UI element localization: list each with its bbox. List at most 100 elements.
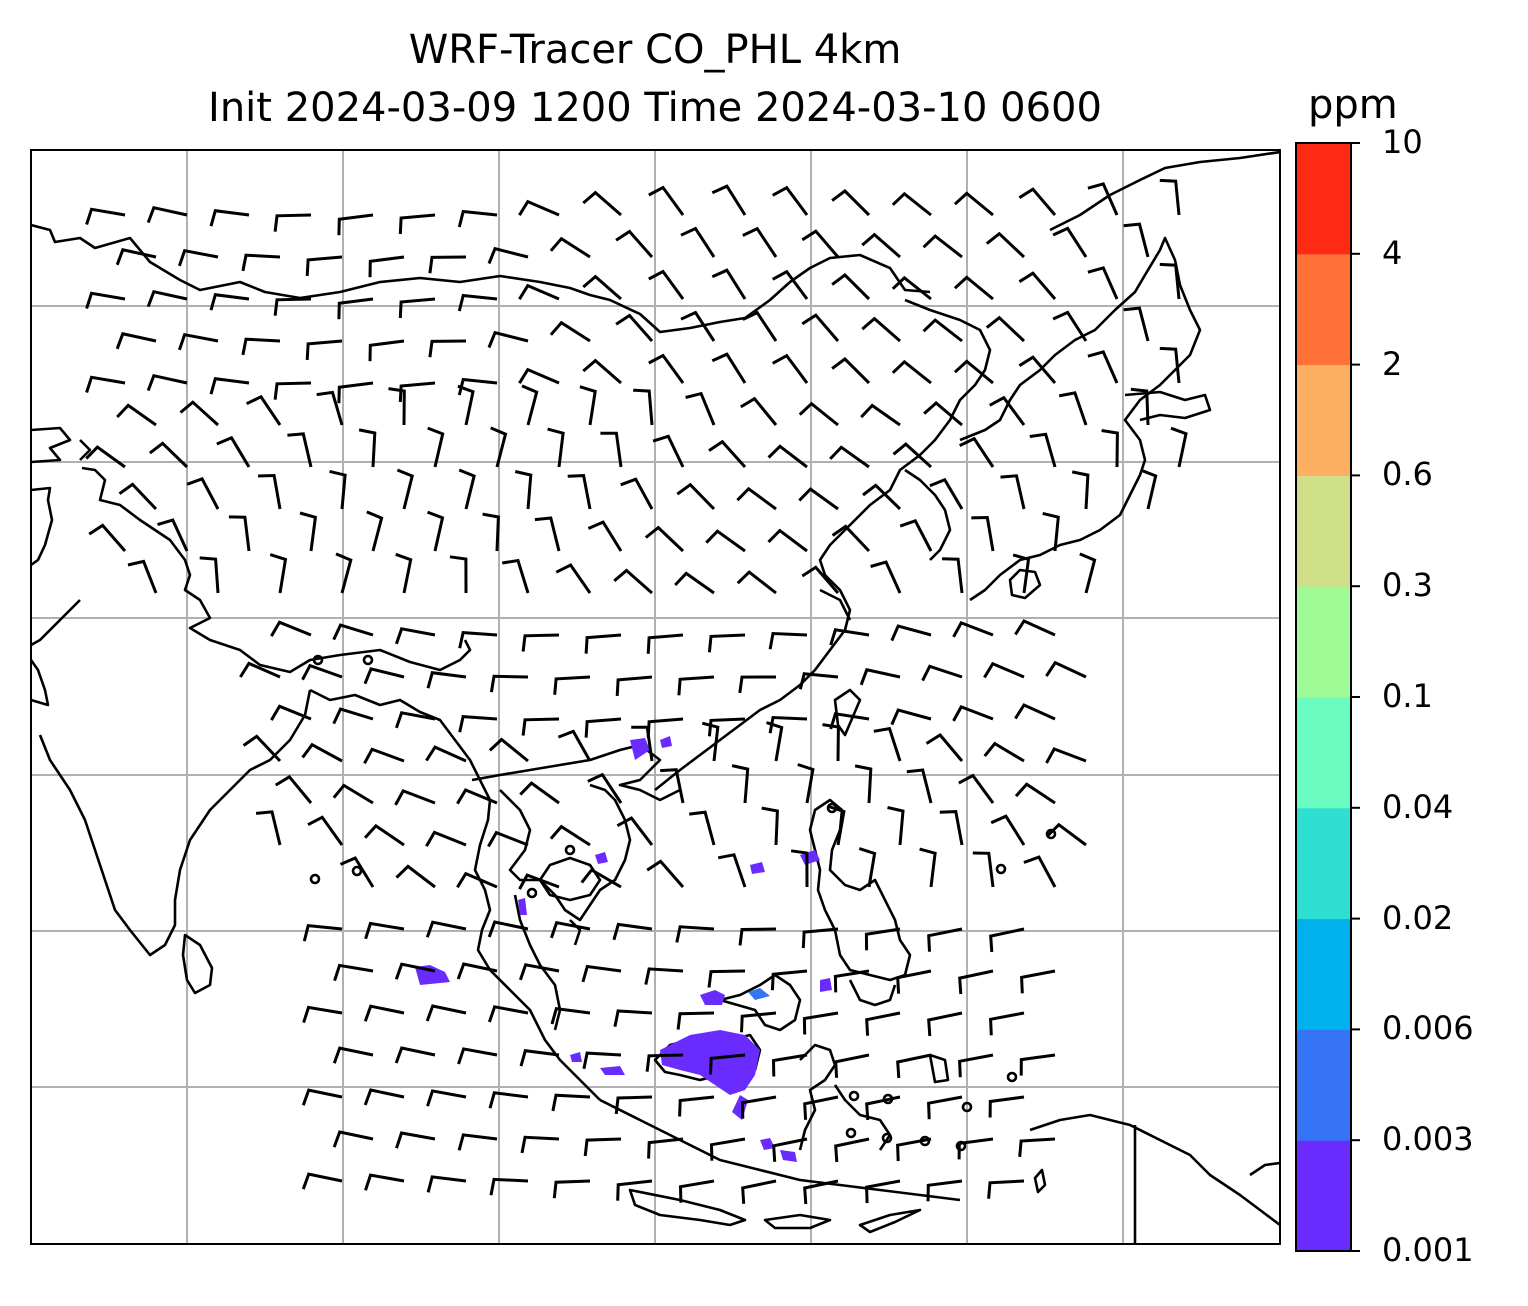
wind-barb <box>332 1130 374 1148</box>
wind-barb <box>426 1089 467 1107</box>
wind-barb <box>648 185 685 216</box>
wind-barb <box>255 810 282 846</box>
wind-barb <box>216 435 251 468</box>
wind-barb <box>989 1011 1025 1036</box>
wind-barb <box>582 1051 622 1070</box>
wind-barb <box>364 921 405 940</box>
wind-barb <box>118 482 158 511</box>
wind-barb <box>394 789 436 806</box>
wind-barb <box>870 560 902 594</box>
wind-barb <box>959 436 995 468</box>
wind-barb <box>648 353 685 384</box>
wind-barb <box>731 764 750 804</box>
wind-barb <box>736 486 777 511</box>
wind-barb <box>1159 262 1181 300</box>
wind-barb <box>834 1137 870 1163</box>
wind-barb <box>1045 747 1087 764</box>
wind-barb <box>958 773 995 804</box>
wind-barb <box>768 715 808 734</box>
wind-barb <box>1042 511 1060 552</box>
wind-barb <box>798 401 839 427</box>
wind-barb <box>859 668 901 686</box>
wind-barb <box>1087 350 1119 384</box>
wind-barb <box>177 248 219 267</box>
colorbar-unit-label: ppm <box>1308 82 1398 128</box>
wind-barb <box>612 922 653 941</box>
wind-barb <box>803 1095 839 1120</box>
wind-barb <box>861 232 901 259</box>
wind-barb <box>1087 266 1119 300</box>
wind-barb <box>1018 271 1057 300</box>
wind-barb <box>581 964 622 983</box>
wind-barb <box>717 853 747 888</box>
wind-barb <box>179 400 220 427</box>
wind-barb <box>115 248 157 266</box>
wind-barb <box>865 1095 901 1121</box>
wind-barb <box>1014 619 1056 637</box>
wind-barb <box>768 631 808 650</box>
wind-barb <box>616 816 654 846</box>
wind-barb <box>425 920 467 938</box>
wind-barb <box>646 717 684 738</box>
wind-barb <box>1087 182 1119 216</box>
wind-barb <box>766 721 784 762</box>
wind-barb <box>274 774 313 804</box>
wind-barb <box>615 675 653 696</box>
wind-barb <box>270 704 312 721</box>
wind-barb <box>861 316 901 343</box>
wind-barb <box>927 927 963 952</box>
colorbar-bin <box>1296 1029 1351 1141</box>
wind-barb <box>829 712 870 730</box>
wind-barb <box>85 291 126 309</box>
wind-barb <box>521 633 560 652</box>
wind-barb <box>738 927 777 946</box>
wind-barb <box>1159 346 1181 384</box>
wind-barb <box>923 401 963 427</box>
colorbar-bin <box>1296 807 1351 920</box>
wind-barb <box>896 1053 932 1079</box>
wind-barb <box>518 199 560 217</box>
colorbar-bin <box>1296 364 1351 476</box>
colorbar-tick-label: 0.003 <box>1382 1120 1474 1159</box>
wind-barb <box>822 723 840 762</box>
wind-barb <box>428 339 467 358</box>
wind-barb <box>1018 355 1057 384</box>
wind-barb <box>708 439 747 469</box>
wind-barb <box>987 1179 1025 1199</box>
wind-barb <box>587 772 623 804</box>
wind-barb <box>587 520 623 552</box>
wind-barb <box>1023 855 1057 888</box>
wind-barb <box>890 708 932 726</box>
wind-barb <box>487 830 529 848</box>
wind-barb <box>798 672 839 690</box>
wind-barb <box>85 375 126 393</box>
wind-barb <box>685 391 716 426</box>
wind-barb <box>711 184 747 216</box>
wind-barb <box>767 444 808 469</box>
wind-barb <box>273 297 312 316</box>
wind-barb <box>456 788 498 805</box>
wind-barb <box>394 711 436 729</box>
wind-barb <box>458 468 476 510</box>
wind-barb <box>738 675 777 694</box>
wind-barb <box>518 367 560 385</box>
wind-barb <box>456 962 498 980</box>
wind-barb <box>584 717 622 738</box>
wind-barb <box>646 859 685 888</box>
wind-barb <box>487 330 529 349</box>
wind-barb <box>633 388 654 426</box>
colorbar-tick-label: 10 <box>1382 123 1423 161</box>
wind-barb <box>270 620 312 637</box>
wind-barb <box>301 1172 343 1190</box>
wind-barb <box>428 255 467 274</box>
wind-barb <box>457 293 498 312</box>
wind-barb <box>922 234 963 259</box>
wind-barb <box>890 624 932 642</box>
wind-barb <box>242 734 282 763</box>
wind-barb <box>549 320 591 343</box>
colorbar-tick-label: 0.02 <box>1382 898 1454 937</box>
wind-barb <box>985 315 1026 343</box>
wind-barb <box>518 873 560 890</box>
wind-barb <box>892 442 933 469</box>
wind-barb <box>600 431 623 468</box>
